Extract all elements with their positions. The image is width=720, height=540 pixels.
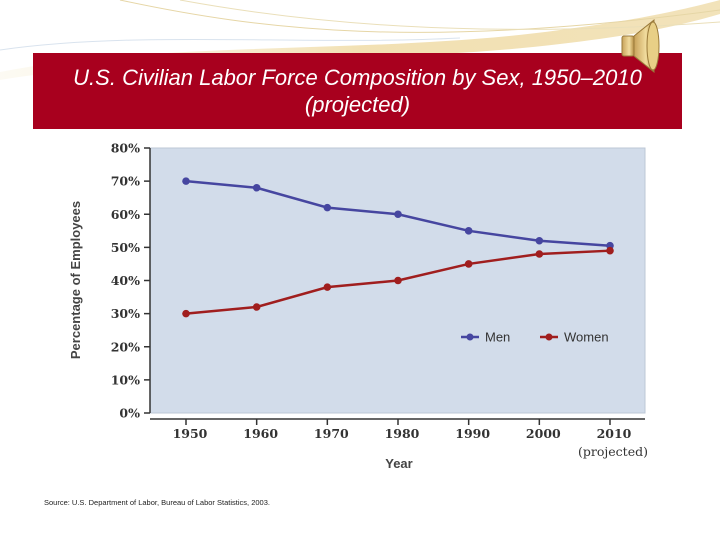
x-tick-label: 1950 — [173, 426, 208, 441]
data-point-men — [464, 227, 473, 235]
data-point-men — [535, 236, 544, 245]
y-tick-label: 10% — [111, 372, 140, 387]
data-point-women — [252, 303, 261, 311]
legend-swatch-marker — [545, 333, 553, 341]
y-tick-label: 60% — [111, 207, 140, 222]
y-tick-label: 70% — [111, 174, 140, 189]
y-tick-label: 80% — [111, 141, 140, 156]
x-axis-title: Year — [385, 456, 412, 470]
y-tick-label: 0% — [119, 406, 140, 421]
x-tick-label: 1970 — [314, 426, 349, 441]
data-point-men — [394, 210, 402, 219]
x-tick-label: 2000 — [526, 426, 561, 441]
data-point-men — [252, 183, 261, 192]
x-tick-label: 1980 — [385, 426, 420, 441]
data-point-women — [394, 276, 402, 285]
slide-title-line1: U.S. Civilian Labor Force Composition by… — [73, 65, 642, 90]
legend-label: Men — [485, 330, 510, 345]
x-tick-label: 1990 — [455, 426, 490, 441]
speaker-icon[interactable] — [620, 18, 666, 74]
source-note: Source: U.S. Department of Labor, Bureau… — [44, 498, 270, 507]
data-point-women — [535, 250, 544, 258]
y-tick-label: 30% — [111, 306, 140, 321]
data-point-women — [323, 283, 332, 291]
data-point-women — [606, 246, 614, 255]
x-tick-label: 2010 — [597, 426, 632, 441]
slide-title-line2: (projected) — [304, 92, 411, 117]
y-tick-label: 40% — [111, 273, 140, 288]
data-point-men — [323, 203, 332, 212]
x-category-note: (projected) — [578, 444, 648, 459]
y-tick-label: 20% — [111, 339, 140, 354]
data-point-women — [464, 260, 473, 268]
data-point-men — [182, 177, 190, 185]
data-point-women — [182, 309, 190, 318]
legend-label: Women — [564, 330, 609, 345]
labor-force-line-chart: 0% 10% 20% 30% 40% 50% 60% 70% 80% 1950 1960 1970 1… — [68, 141, 648, 471]
legend-swatch-marker — [466, 333, 474, 341]
slide-title-banner: U.S. Civilian Labor Force Composition by… — [33, 53, 682, 129]
x-tick-label: 1960 — [243, 426, 278, 441]
y-axis-title: Percentage of Employees — [68, 201, 83, 359]
y-tick-label: 50% — [111, 240, 140, 255]
